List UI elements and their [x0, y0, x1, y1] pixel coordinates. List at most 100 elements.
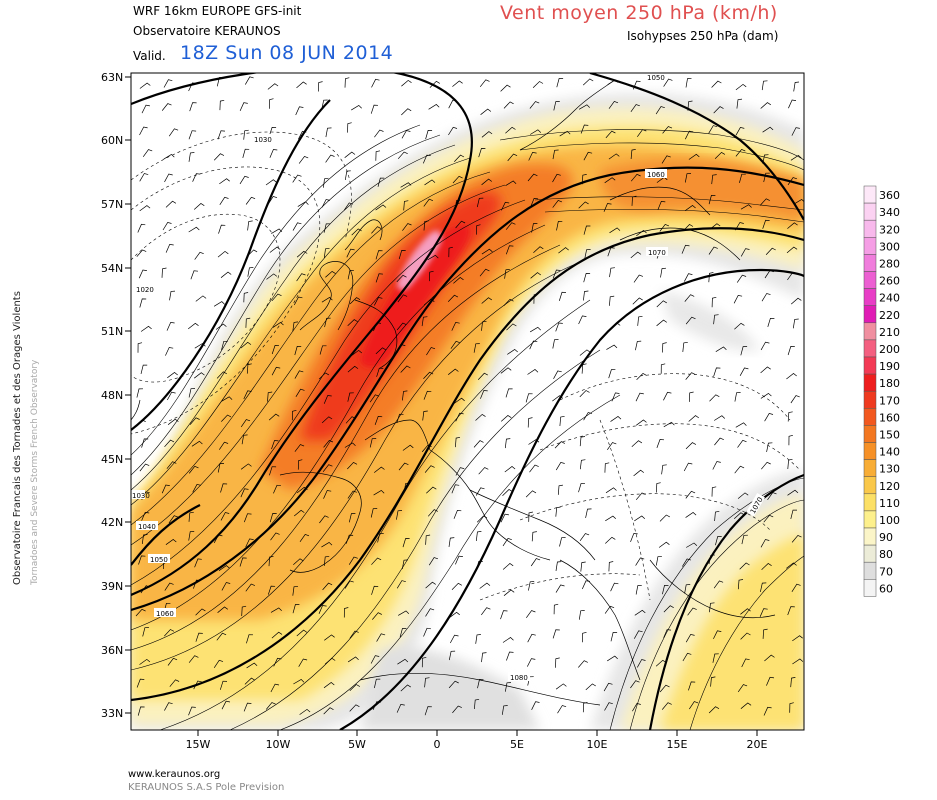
wind-barb — [323, 707, 334, 715]
wind-barb — [373, 322, 382, 332]
wind-barb — [243, 513, 252, 523]
wind-barb — [242, 148, 250, 158]
wind-barb — [557, 484, 563, 495]
wind-barb — [321, 296, 333, 303]
legend-swatch — [863, 339, 877, 358]
wind-barb — [165, 200, 177, 208]
wind-barb — [530, 129, 542, 135]
wind-barb — [448, 246, 453, 258]
wind-barb — [477, 372, 488, 381]
wind-barb — [141, 512, 150, 521]
wind-barb — [683, 462, 693, 472]
wind-barb — [423, 371, 434, 380]
wind-barb — [217, 130, 226, 140]
wind-barb — [187, 322, 199, 330]
wind-barb — [685, 633, 695, 643]
legend-label: 170 — [879, 394, 900, 407]
wind-barb — [343, 607, 349, 618]
legend-label: 320 — [879, 223, 900, 236]
wind-barb — [580, 561, 586, 572]
wind-barb — [246, 363, 252, 374]
wind-barb — [344, 442, 356, 448]
wind-barb — [165, 347, 174, 356]
wind-barb — [246, 634, 254, 644]
wind-barb — [582, 631, 587, 643]
wind-barb — [604, 462, 610, 473]
wind-barb — [711, 80, 722, 88]
legend-swatch — [863, 305, 877, 324]
model-info: WRF 16km EUROPE GFS-init — [133, 4, 302, 18]
wind-barb — [609, 295, 615, 306]
wind-barb — [603, 682, 613, 692]
footer-url[interactable]: www.keraunos.org — [128, 769, 221, 780]
wind-barb — [265, 179, 277, 186]
wind-barb — [528, 511, 533, 522]
wind-barb — [323, 555, 330, 566]
wind-barb — [396, 344, 406, 353]
wind-barb — [371, 78, 380, 88]
wind-barb — [220, 271, 232, 278]
legend-swatch — [863, 322, 877, 341]
wind-barb — [397, 658, 409, 665]
wind-barb — [422, 154, 431, 164]
wind-barb — [583, 273, 591, 283]
wind-barb — [553, 101, 560, 111]
wind-barb — [195, 295, 207, 302]
wind-barb — [527, 173, 538, 182]
wind-barb — [481, 178, 493, 186]
legend-label: 60 — [879, 582, 893, 595]
wind-barb — [323, 247, 330, 258]
wind-barb — [318, 81, 323, 92]
lon-label: 20E — [747, 738, 768, 751]
wind-barb — [763, 706, 772, 716]
wind-barb — [610, 416, 622, 422]
wind-barb — [377, 533, 384, 543]
wind-barb — [501, 201, 510, 211]
wind-barb — [711, 174, 717, 185]
wind-barb — [475, 634, 481, 644]
wind-barb — [737, 684, 748, 693]
wind-barb — [423, 390, 432, 400]
wind-barb — [500, 513, 509, 523]
wind-barb — [578, 483, 586, 493]
wind-barb — [554, 441, 565, 449]
wind-barb — [374, 678, 381, 689]
wind-barb — [166, 461, 177, 469]
wind-barb — [740, 346, 748, 356]
wind-barb — [688, 681, 696, 691]
wind-barb — [503, 298, 514, 307]
wind-barb — [298, 658, 308, 667]
wind-barb — [656, 300, 667, 308]
wind-barb — [762, 154, 769, 164]
wind-barb — [681, 244, 690, 254]
wind-barb — [608, 369, 616, 379]
wind-barb — [583, 225, 591, 235]
wind-barb — [734, 222, 744, 231]
wind-barb — [324, 657, 336, 665]
wind-barb — [319, 515, 329, 524]
wind-barb — [188, 465, 199, 474]
wind-barb — [578, 104, 590, 110]
wind-barb — [397, 151, 408, 160]
wind-barb — [763, 514, 774, 523]
wind-barb — [688, 153, 700, 160]
wind-barb — [346, 248, 355, 258]
wind-barb — [711, 486, 717, 497]
wind-barb — [372, 701, 381, 710]
legend-swatch — [863, 579, 877, 597]
wind-barb — [402, 223, 412, 231]
lon-label: 15E — [667, 738, 688, 751]
wind-barb — [760, 102, 771, 109]
wind-barb — [455, 555, 463, 565]
wind-barb — [552, 199, 563, 208]
wind-barb — [139, 82, 151, 89]
wind-barb — [502, 563, 514, 570]
wind-barb — [765, 247, 776, 256]
wind-barb — [297, 130, 307, 140]
wind-barb — [739, 367, 749, 376]
legend-swatch — [863, 390, 877, 409]
wind-barb — [507, 153, 518, 162]
wind-barb — [349, 297, 361, 305]
lat-label: 54N — [101, 262, 123, 275]
wind-barb — [790, 509, 797, 519]
